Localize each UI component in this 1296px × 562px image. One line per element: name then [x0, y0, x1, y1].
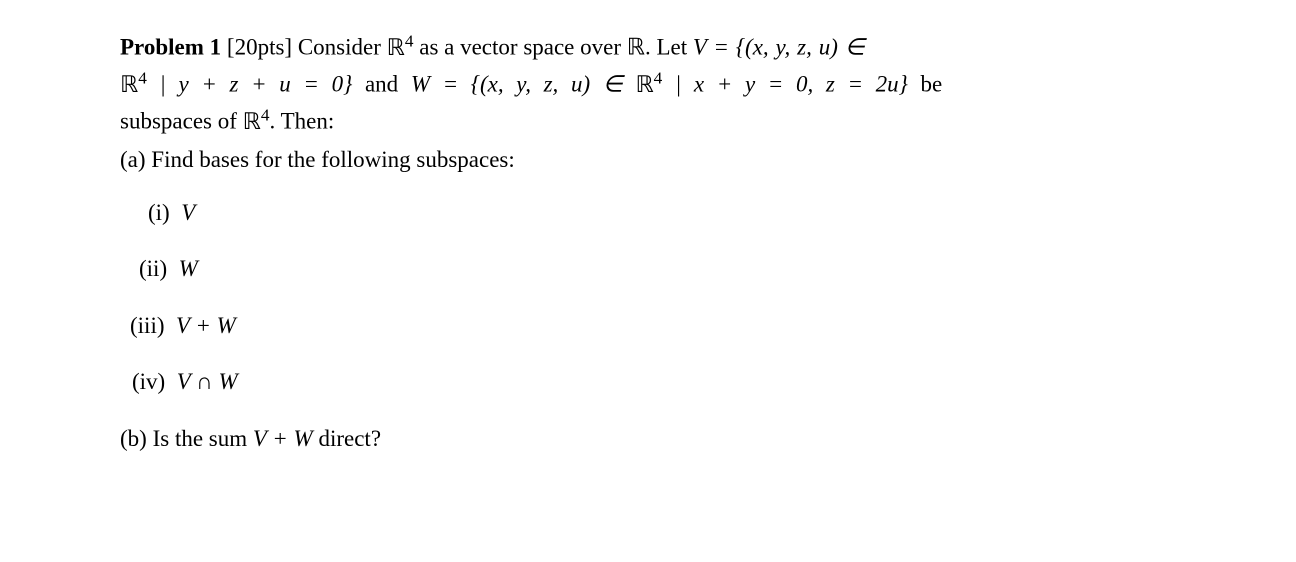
problem-line-3: subspaces of ℝ4. Then:	[120, 102, 1176, 139]
math-W-lhs: W = {(x, y, z, u) ∈	[411, 72, 636, 97]
problem-text-3end: . Then:	[269, 109, 334, 134]
sub-i-text: V	[181, 200, 195, 225]
part-b-label: (b)	[120, 426, 147, 451]
problem-text-1b: as a vector space over	[413, 35, 626, 60]
math-R4-4: ℝ4	[243, 109, 270, 134]
problem-content: Problem 1 [20pts] Consider ℝ4 as a vecto…	[120, 28, 1176, 456]
problem-text-1a: Consider	[298, 35, 387, 60]
sub-iv-label: (iv)	[132, 369, 165, 394]
sub-item-i: (i) V	[148, 196, 1176, 231]
sub-item-ii: (ii) W	[148, 252, 1176, 287]
sub-item-iii: (iii) V + W	[148, 309, 1176, 344]
math-R: ℝ	[627, 35, 645, 60]
part-b-text-b: direct?	[313, 426, 381, 451]
math-R4-1: ℝ4	[387, 35, 414, 60]
problem-statement: Problem 1 [20pts] Consider ℝ4 as a vecto…	[120, 28, 1176, 139]
sub-iii-text: V + W	[176, 313, 236, 338]
sub-iv-text: V ∩ W	[177, 369, 238, 394]
problem-line-1: Problem 1 [20pts] Consider ℝ4 as a vecto…	[120, 28, 1176, 65]
math-W-cond: | x + y = 0, z = 2u}	[662, 72, 908, 97]
sub-ii-text: W	[179, 256, 198, 281]
part-b-math: V + W	[253, 426, 313, 451]
math-R4-3: ℝ4	[635, 72, 662, 97]
part-a-label: (a)	[120, 147, 146, 172]
math-V-cond: | y + z + u = 0}	[160, 72, 353, 97]
math-V-def-lhs: V = {(x, y, z, u) ∈	[693, 35, 865, 60]
problem-label: Problem 1	[120, 35, 221, 60]
sub-i-label: (i)	[148, 200, 170, 225]
sub-iii-label: (iii)	[130, 313, 165, 338]
part-a: (a) Find bases for the following subspac…	[120, 143, 1176, 178]
part-b-text-a: Is the sum	[153, 426, 253, 451]
sub-item-iv: (iv) V ∩ W	[148, 365, 1176, 400]
problem-text-2a: and	[352, 72, 411, 97]
problem-text-3: subspaces of	[120, 109, 243, 134]
problem-text-2end: be	[908, 72, 942, 97]
sub-parts-list: (i) V (ii) W (iii) V + W (iv) V ∩ W	[120, 196, 1176, 400]
problem-line-2: ℝ4 | y + z + u = 0} and W = {(x, y, z, u…	[120, 65, 1176, 102]
problem-text-1c: . Let	[645, 35, 693, 60]
part-b: (b) Is the sum V + W direct?	[120, 422, 1176, 457]
sub-ii-label: (ii)	[139, 256, 167, 281]
part-a-text: Find bases for the following subspaces:	[151, 147, 514, 172]
math-R4-2: ℝ4	[120, 72, 147, 97]
problem-points: [20pts]	[227, 35, 292, 60]
